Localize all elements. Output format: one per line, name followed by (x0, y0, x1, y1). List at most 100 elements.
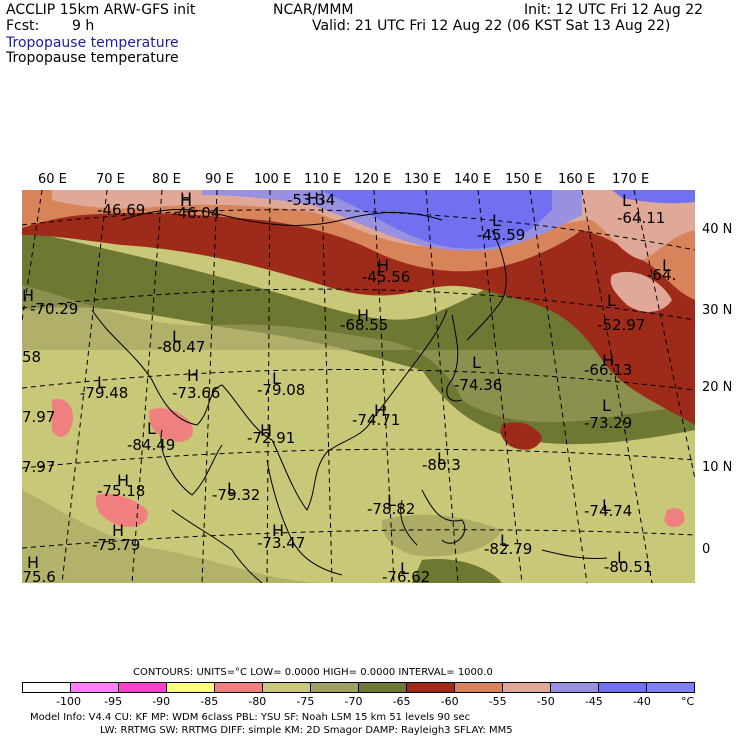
lon-label: 130 E (404, 172, 442, 187)
fill-pink-patch (610, 271, 672, 312)
lat-label: 0 (702, 542, 711, 557)
extremum-value: -84.49 (127, 436, 175, 454)
low-marker: L (97, 373, 106, 392)
colorbar-swatch (215, 683, 263, 692)
fill-cold-blob (664, 508, 685, 528)
fill-cold-blob (95, 493, 148, 527)
colorbar-swatch (311, 683, 359, 692)
low-marker: L (602, 396, 611, 415)
extremum-value: -66.13 (584, 361, 632, 379)
center-label: NCAR/MMM (273, 2, 354, 18)
colorbar-tick: °C (681, 695, 695, 708)
colorbar-swatch (119, 683, 167, 692)
extremum-value: -72.91 (247, 429, 295, 447)
high-marker: H (602, 351, 614, 370)
lon-label: 140 E (454, 172, 492, 187)
field-name-black: Tropopause temperature (6, 50, 179, 66)
colorbar-swatch (71, 683, 119, 692)
high-marker: H (180, 191, 192, 210)
lon-label: 120 E (354, 172, 392, 187)
model-info-line2: LW: RRTMG SW: RRTMG DIFF: simple KM: 2D … (100, 725, 513, 736)
edge-value: 7.97 (22, 458, 55, 476)
extremum-value: -73.29 (584, 414, 632, 432)
colorbar-tick: -90 (152, 695, 171, 708)
fcst-label: Fcst: (6, 18, 40, 34)
low-marker: L (227, 479, 236, 498)
high-marker: H (22, 286, 34, 305)
extremum-value: -52.97 (597, 316, 645, 334)
extremum-value: -75.79 (92, 536, 140, 554)
high-marker: H (307, 190, 319, 208)
fill-warm-blob (500, 422, 542, 450)
colorbar-swatch (647, 683, 694, 692)
colorbar-tick: -70 (344, 695, 363, 708)
extremum-value: -82.79 (484, 540, 532, 558)
high-marker: H (187, 366, 199, 385)
colorbar-tick: -60 (440, 695, 459, 708)
high-marker: H (377, 256, 389, 275)
high-marker: H (180, 190, 192, 208)
init-time: Init: 12 UTC Fri 12 Aug 22 (524, 2, 704, 18)
tropopause-map: H-46.69H-46.04H-53.34L-45.59L-64.11L-64.… (22, 190, 695, 583)
low-marker: L (500, 531, 509, 550)
extremum-value: -75.18 (97, 482, 145, 500)
low-marker: L (387, 491, 396, 510)
colorbar-swatch (503, 683, 551, 692)
extremum-value: -76.62 (382, 568, 430, 583)
colorbar-swatch (23, 683, 71, 692)
lon-label: 90 E (205, 172, 234, 187)
edge-value: 58 (22, 348, 41, 366)
extremum-value: -46.69 (97, 201, 145, 219)
high-marker: H (357, 306, 369, 325)
low-marker: L (492, 211, 501, 230)
extremum-value: -80.51 (604, 558, 652, 576)
fill-olive-patch (381, 514, 502, 557)
low-marker: L (602, 496, 611, 515)
extremum-value: -73.66 (172, 384, 220, 402)
colorbar-tick: -95 (104, 695, 123, 708)
extremum-value: -53.34 (287, 191, 335, 209)
extremum-value: -78.82 (367, 500, 415, 518)
extremum-value: -80.47 (157, 338, 205, 356)
model-title: ACCLIP 15km ARW-GFS init (6, 2, 196, 18)
fill-olive-south (22, 490, 322, 583)
lat-label: 10 N (702, 460, 733, 475)
fcst-value: 9 h (72, 18, 95, 34)
extremum-value: -70.29 (30, 300, 78, 318)
colorbar-swatch (599, 683, 647, 692)
low-marker: L (607, 291, 616, 310)
extremum-value: -74.74 (584, 502, 632, 520)
fill-blue-ne (612, 190, 695, 204)
edge-value: 7.97 (22, 408, 55, 426)
extremum-value: -46.04 (172, 204, 220, 222)
lon-label: 170 E (612, 172, 650, 187)
colorbar (22, 682, 695, 693)
colorbar-tick: -80 (248, 695, 267, 708)
lon-label: 110 E (304, 172, 342, 187)
high-low-labels: H-46.69H-46.04H-53.34L-45.59L-64.11L-64.… (22, 190, 676, 583)
coastlines (91, 209, 608, 583)
low-marker: L (172, 327, 181, 346)
low-marker: L (147, 419, 156, 438)
low-marker: L (662, 256, 671, 275)
fill-cold-blob (52, 398, 73, 437)
lat-label: 30 N (702, 303, 733, 318)
extremum-value: -45.59 (477, 226, 525, 244)
colorbar-tick: -75 (296, 695, 315, 708)
low-marker: L (622, 191, 631, 210)
colorbar-swatch (263, 683, 311, 692)
colorbar-tick: -100 (56, 695, 82, 708)
lat-label: 40 N (702, 222, 733, 237)
extremum-value: -45.56 (362, 268, 410, 286)
model-info-line1: Model Info: V4.4 CU: KF MP: WDM 6class P… (30, 712, 471, 723)
colorbar-tick: -45 (584, 695, 603, 708)
lon-label: 100 E (254, 172, 292, 187)
low-marker: L (617, 548, 626, 567)
extremum-value: -79.32 (212, 486, 260, 504)
lon-label: 70 E (96, 172, 125, 187)
contours-info: CONTOURS: UNITS=°C LOW= 0.0000 HIGH= 0.0… (133, 667, 493, 678)
extremum-value: -74.71 (352, 411, 400, 429)
low-marker: L (437, 449, 446, 468)
high-marker: H (272, 521, 284, 540)
lon-label: 60 E (38, 172, 67, 187)
